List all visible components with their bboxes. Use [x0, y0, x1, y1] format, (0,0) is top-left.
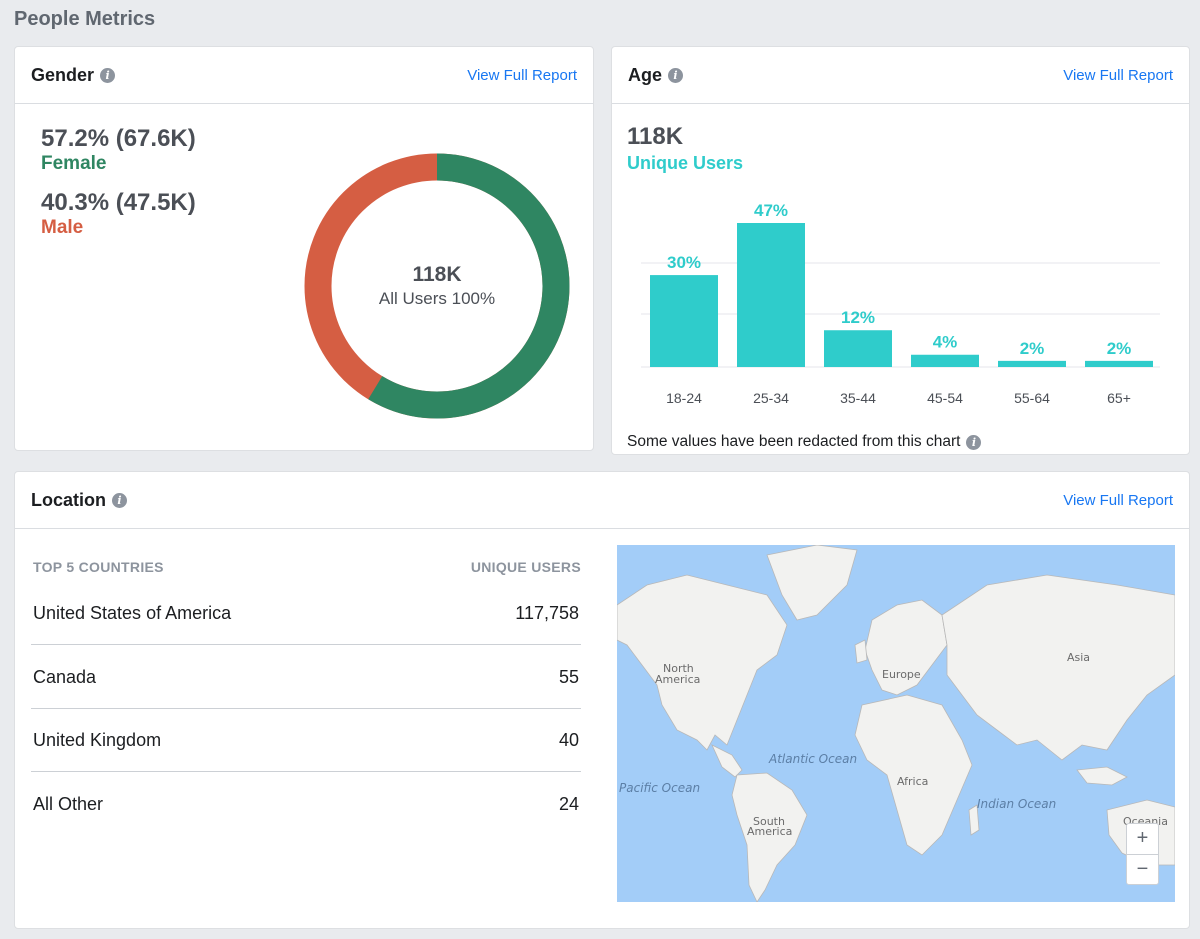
- map-label-north-america: North: [663, 662, 694, 675]
- male-label: Male: [41, 217, 84, 238]
- country-name: Canada: [33, 666, 97, 687]
- world-map[interactable]: North America Europe Asia Africa South A…: [617, 545, 1175, 902]
- land-asia: [941, 574, 1175, 761]
- country-value: 55: [558, 666, 579, 687]
- age-bar-value-label: 47%: [754, 201, 788, 220]
- age-view-full-report-link[interactable]: View Full Report: [1063, 66, 1173, 84]
- column-header-countries: TOP 5 COUNTRIES: [33, 559, 164, 575]
- zoom-in-button[interactable]: +: [1136, 827, 1149, 850]
- age-category-label: 45-54: [927, 390, 963, 406]
- land-uk: [854, 639, 868, 664]
- map-label-atlantic-ocean: Atlantic Ocean: [768, 752, 857, 766]
- land-africa: [854, 694, 973, 856]
- world-map-graphic: North America Europe Asia Africa South A…: [617, 545, 1175, 902]
- info-icon[interactable]: i: [668, 67, 684, 83]
- map-label-north-america-2: America: [655, 673, 700, 686]
- table-row: Canada 55: [31, 646, 581, 709]
- age-bar[interactable]: [650, 275, 718, 367]
- age-bar-value-label: 12%: [841, 308, 875, 327]
- age-bar[interactable]: [737, 223, 805, 367]
- age-note-text: Some values have been redacted from this…: [627, 433, 961, 450]
- age-bar-value-label: 2%: [1107, 339, 1132, 358]
- info-icon[interactable]: i: [112, 492, 127, 508]
- age-note: Some values have been redacted from this…: [627, 433, 982, 451]
- land-madagascar: [968, 804, 980, 836]
- donut-female-segment: [304, 153, 570, 419]
- age-bar[interactable]: [824, 330, 892, 367]
- female-value: 57.2% (67.6K): [41, 125, 196, 152]
- female-label: Female: [41, 153, 107, 174]
- land-europe: [864, 599, 948, 696]
- gender-card: Gender i View Full Report 57.2% (67.6K) …: [14, 46, 594, 451]
- age-bar[interactable]: [911, 354, 979, 367]
- country-value: 117,758: [515, 602, 579, 623]
- map-label-europe: Europe: [882, 668, 921, 681]
- map-label-asia: Asia: [1067, 651, 1090, 664]
- age-category-label: 35-44: [840, 390, 876, 406]
- location-table-header: TOP 5 COUNTRIES UNIQUE USERS: [33, 559, 581, 575]
- info-icon[interactable]: i: [966, 434, 982, 450]
- donut-center-label: All Users 100%: [378, 289, 496, 308]
- gender-donut-chart: [304, 153, 570, 419]
- table-row: United Kingdom 40: [31, 709, 581, 772]
- age-title: Age i: [628, 64, 684, 86]
- table-row: All Other 24: [31, 773, 581, 836]
- location-view-full-report-link[interactable]: View Full Report: [1063, 491, 1173, 509]
- country-name: United States of America: [33, 602, 232, 623]
- location-card: Location i View Full Report TOP 5 COUNTR…: [14, 471, 1190, 929]
- map-label-south-america-2: America: [747, 825, 792, 838]
- age-bar-value-label: 2%: [1020, 339, 1045, 358]
- land-indonesia: [1076, 766, 1128, 786]
- country-name: All Other: [33, 794, 104, 814]
- land-south-america: [731, 772, 808, 902]
- age-card-header: Age i View Full Report: [612, 47, 1189, 104]
- gender-title: Gender i: [31, 64, 116, 86]
- age-category-label: 55-64: [1014, 390, 1050, 406]
- female-stat: 57.2% (67.6K) Female: [41, 125, 196, 175]
- age-subtitle: Unique Users: [627, 153, 744, 173]
- location-title: Location i: [31, 490, 127, 511]
- age-category-label: 18-24: [666, 390, 702, 406]
- gender-card-header: Gender i View Full Report: [15, 47, 593, 104]
- location-card-header: Location i View Full Report: [15, 472, 1189, 529]
- male-value: 40.3% (47.5K): [41, 189, 196, 216]
- map-label-africa: Africa: [897, 775, 928, 788]
- country-name: United Kingdom: [33, 729, 162, 750]
- map-zoom-controls: + −: [1126, 823, 1159, 885]
- age-category-label: 25-34: [753, 390, 789, 406]
- age-bar[interactable]: [998, 360, 1066, 367]
- donut-center: 118K All Users 100%: [304, 153, 570, 419]
- land-north-america: [617, 574, 788, 751]
- location-title-text: Location: [31, 489, 106, 510]
- age-card: Age i View Full Report 118K Unique Users…: [611, 46, 1190, 455]
- map-label-indian-ocean: Indian Ocean: [977, 797, 1056, 811]
- map-label-south-america: South: [753, 815, 785, 828]
- male-stat: 40.3% (47.5K) Male: [41, 189, 196, 239]
- zoom-out-button[interactable]: −: [1127, 853, 1158, 885]
- page-title: People Metrics: [14, 8, 156, 30]
- country-value: 24: [558, 794, 579, 814]
- table-row: United States of America 117,758: [31, 582, 581, 645]
- info-icon[interactable]: i: [100, 67, 116, 83]
- land-greenland: [766, 545, 858, 621]
- age-bar-value-label: 30%: [667, 253, 701, 272]
- age-bar-value-label: 4%: [933, 333, 958, 352]
- map-label-pacific-ocean: Pacific Ocean: [619, 781, 700, 795]
- age-title-text: Age: [628, 64, 663, 85]
- column-header-unique-users: UNIQUE USERS: [470, 559, 581, 575]
- land-central-america: [711, 744, 743, 778]
- age-category-label: 65+: [1107, 390, 1131, 406]
- gender-title-text: Gender: [31, 64, 95, 85]
- gender-view-full-report-link[interactable]: View Full Report: [467, 66, 577, 84]
- donut-center-value: 118K: [412, 263, 462, 286]
- country-value: 40: [558, 729, 579, 750]
- age-total: 118K: [627, 123, 684, 150]
- age-bar[interactable]: [1085, 360, 1153, 367]
- age-bar-chart: 30% 18-24 47% 25-34 12% 35-44 4% 45-54 2% 55-64 2%…: [641, 201, 1160, 406]
